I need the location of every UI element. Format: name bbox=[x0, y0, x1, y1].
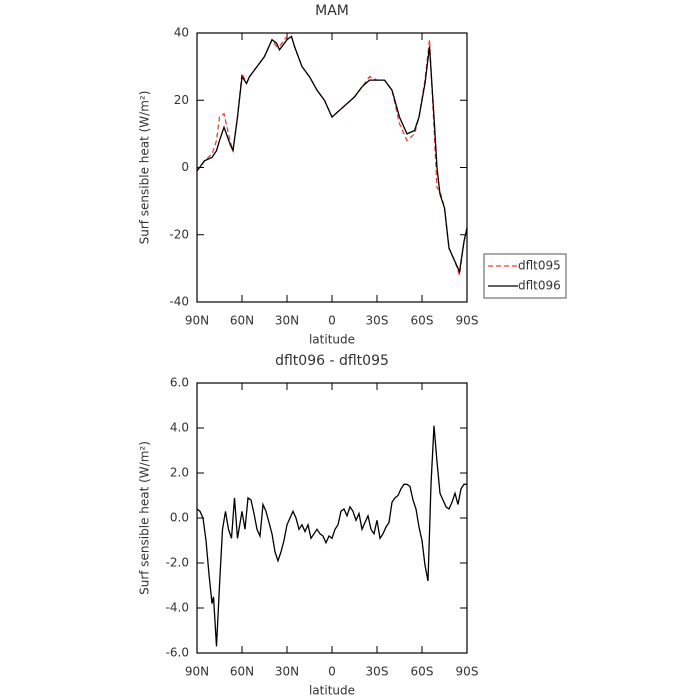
x-tick-label: 30N bbox=[275, 314, 299, 328]
x-tick-label: 90N bbox=[185, 314, 209, 328]
x-axis-label: latitude bbox=[309, 684, 355, 698]
x-axis-label: latitude bbox=[309, 333, 355, 347]
y-tick-label: -2.0 bbox=[166, 556, 189, 570]
x-tick-label: 30N bbox=[275, 665, 299, 679]
x-tick-label: 0 bbox=[328, 314, 336, 328]
x-tick-label: 90S bbox=[456, 665, 479, 679]
x-tick-label: 60N bbox=[230, 314, 254, 328]
y-tick-label: -40 bbox=[169, 295, 189, 309]
y-tick-label: -6.0 bbox=[166, 646, 189, 660]
x-tick-label: 30S bbox=[366, 665, 389, 679]
y-tick-label: -20 bbox=[169, 227, 189, 241]
x-tick-label: 90N bbox=[185, 665, 209, 679]
y-axis-label: Surf sensible heat (W/m²) bbox=[138, 91, 152, 245]
y-tick-label: 6.0 bbox=[170, 376, 189, 390]
y-tick-label: 0 bbox=[181, 160, 189, 174]
x-tick-label: 60S bbox=[411, 314, 434, 328]
y-tick-label: 2.0 bbox=[170, 466, 189, 480]
y-axis-label: Surf sensible heat (W/m²) bbox=[138, 441, 152, 595]
y-tick-label: -4.0 bbox=[166, 601, 189, 615]
x-tick-label: 60S bbox=[411, 665, 434, 679]
x-tick-label: 90S bbox=[456, 314, 479, 328]
x-tick-label: 60N bbox=[230, 665, 254, 679]
y-tick-label: 4.0 bbox=[170, 421, 189, 435]
chart-title: dflt096 - dflt095 bbox=[275, 353, 389, 369]
plot-frame bbox=[196, 382, 468, 654]
x-tick-label: 0 bbox=[328, 665, 336, 679]
legend-label: dflt096 bbox=[518, 279, 561, 293]
series-line bbox=[196, 425, 467, 647]
legend-label: dflt095 bbox=[518, 259, 561, 273]
legend-box bbox=[483, 253, 567, 299]
plot-frame bbox=[196, 32, 468, 303]
y-tick-label: 20 bbox=[174, 93, 189, 107]
series-line bbox=[196, 35, 468, 275]
x-tick-label: 30S bbox=[366, 314, 389, 328]
y-tick-label: 40 bbox=[174, 26, 189, 40]
y-tick-label: 0.0 bbox=[170, 511, 189, 525]
chart-title: MAM bbox=[315, 3, 349, 19]
